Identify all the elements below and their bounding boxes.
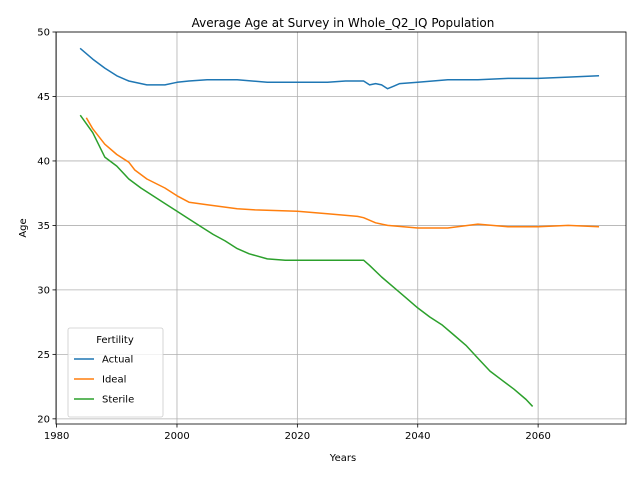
legend-label-actual: Actual [102, 355, 133, 366]
series-line-sterile [79, 114, 534, 407]
x-axis-label: Years [329, 453, 356, 464]
y-tick-label: 40 [37, 156, 50, 167]
y-tick-label: 50 [37, 28, 50, 39]
chart-title: Average Age at Survey in Whole_Q2_IQ Pop… [192, 16, 495, 30]
x-axis-ticks: 1980 2000 2020 2040 2060 [44, 424, 551, 442]
legend-box [67, 327, 164, 418]
y-tick-label: 45 [37, 92, 50, 103]
x-tick-label: 2040 [405, 431, 430, 442]
y-tick-label: 35 [37, 221, 50, 232]
plot-frame [55, 31, 627, 425]
series-line-ideal [85, 117, 600, 229]
legend-title: Fertility [96, 335, 134, 346]
x-tick-label: 1980 [44, 431, 69, 442]
x-tick-label: 2020 [285, 431, 310, 442]
legend: Fertility Actual Ideal Sterile [67, 327, 164, 418]
y-tick-label: 30 [37, 285, 50, 296]
legend-label-sterile: Sterile [102, 395, 134, 406]
legend-label-ideal: Ideal [102, 375, 126, 386]
y-axis-label: Age [18, 218, 29, 237]
x-tick-label: 2000 [164, 431, 189, 442]
legend-items: Actual Ideal Sterile [74, 355, 134, 406]
series-lines [79, 47, 600, 407]
y-tick-label: 25 [37, 350, 50, 361]
y-tick-label: 20 [37, 414, 50, 425]
series-line-actual [79, 47, 600, 90]
y-axis-ticks: 20 25 30 35 40 45 50 [37, 28, 56, 425]
x-tick-label: 2060 [525, 431, 550, 442]
grid [56, 31, 626, 424]
